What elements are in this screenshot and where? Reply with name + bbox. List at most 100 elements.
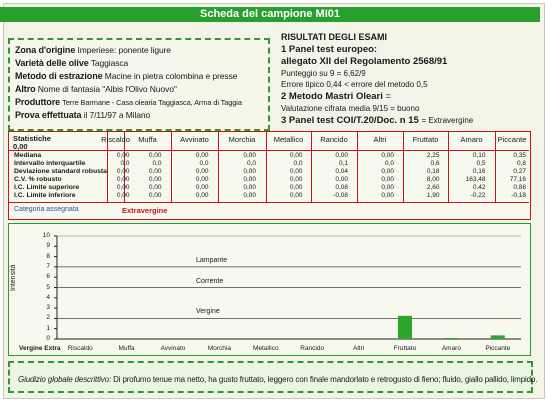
table-cell: 0,00 — [243, 168, 256, 175]
table-cell: 8,00 — [426, 176, 440, 183]
table-cell: 0,00 — [116, 168, 130, 175]
table-cell: 0,18 — [426, 168, 440, 175]
table-cell: 0,0 — [120, 160, 130, 167]
table-column-divider — [171, 131, 172, 202]
table-cell: 163,48 — [465, 176, 486, 183]
table-row-label: Intervallo interquartile — [14, 160, 86, 167]
table-row-divider — [9, 202, 529, 203]
table-row-label: Mediana — [14, 152, 42, 159]
errore-text: Errore tipico 0,44 < errore del metodo 0… — [281, 80, 428, 89]
table-row-label: I.C. Limite inferiore — [14, 192, 76, 199]
table-column-divider — [266, 131, 267, 202]
intensity-chart — [8, 223, 531, 356]
chart-y-tick-label: 5 — [46, 283, 50, 291]
origin-prova-value: il 7/11/97 a Milano — [83, 110, 151, 120]
origin-info-box: Zona d'origine Imperiese: ponente ligure… — [8, 38, 270, 131]
table-corner-label: Statistiche — [13, 134, 51, 143]
table-cell: -0,18 — [511, 192, 526, 199]
table-cell: 0,8 — [516, 160, 526, 167]
category-value: Extravergine — [122, 206, 168, 215]
verdict-box — [8, 361, 533, 393]
verdict-text: Di profumo tenue ma netto, ha gusto frut… — [113, 375, 538, 384]
table-cell: 0,5 — [476, 160, 486, 167]
table-column-divider — [218, 131, 219, 202]
table-column-divider — [107, 131, 108, 202]
origin-varieta-value: Taggiasca — [90, 58, 129, 68]
table-header-amaro: Amaro — [460, 135, 483, 144]
chart-x-tick-label: Riscaldo — [67, 345, 93, 352]
chart-y-tick-label: 2 — [46, 314, 50, 322]
table-header-altri: Altri — [373, 135, 387, 144]
table-cell: 0,00 — [195, 176, 209, 183]
metodo2-line: 2 Metodo Mastri Oleari = — [281, 91, 391, 102]
table-column-divider — [357, 131, 358, 202]
chart-band-label-lampante: Lampante — [196, 256, 228, 264]
chart-x-tick-label: Rancido — [300, 345, 325, 352]
panel3-title: 3 Panel test COI/T.20/Doc. n 15 — [281, 115, 419, 126]
table-cell: 0,00 — [116, 184, 130, 191]
table-cell: 0,0 — [246, 160, 256, 167]
table-cell: 0,00 — [289, 152, 303, 159]
metodo2-equals: = — [385, 91, 392, 102]
table-header-avvinato: Avvinato — [180, 135, 209, 144]
origin-metodo-value: Macine in pietra colombina e presse — [104, 71, 238, 81]
table-header-muffa: Muffa — [138, 135, 157, 144]
table-cell: 0,35 — [513, 152, 526, 159]
valutazione-text: Valutazione cifrata media 9/15 = buono — [281, 104, 420, 113]
table-cell: 0,00 — [116, 152, 130, 159]
chart-y-tick-label: 10 — [42, 232, 50, 239]
origin-metodo-label: Metodo di estrazione — [15, 71, 103, 81]
verdict-line: Giudizio globale descrittivo: Di profumo… — [18, 375, 537, 384]
table-cell: 0,00 — [243, 176, 256, 183]
chart-band-label-vergine-extra: Vergine Extra — [19, 345, 61, 352]
panel3-result: = Extravergine — [421, 116, 474, 125]
table-cell: 0,00 — [116, 176, 130, 183]
table-header-piccante: Piccante — [497, 135, 527, 144]
origin-produttore-label: Produttore — [15, 97, 60, 107]
origin-produttore-value: Terre Barmane - Casa olearia Taggiasca, … — [62, 98, 242, 107]
metodo2-title: 2 Metodo Mastri Oleari — [281, 91, 383, 102]
chart-x-tick-label: Metallico — [252, 345, 279, 352]
table-cell: 0,88 — [513, 184, 526, 191]
chart-band-label-vergine: Vergine — [196, 308, 220, 316]
chart-y-tick-label: 4 — [46, 293, 50, 301]
origin-varieta: Varietà delle olive Taggiasca — [15, 58, 128, 68]
page-title: Scheda del campione MI01 — [0, 7, 540, 22]
table-cell: 0,00 — [289, 192, 303, 199]
table-cell: 0,00 — [195, 168, 209, 175]
table-cell: 0,1 — [338, 160, 348, 167]
chart-y-tick-label: 1 — [46, 324, 50, 332]
table-cell: 0,0 — [152, 160, 162, 167]
table-row-label: I.C. Limite superiore — [14, 184, 80, 191]
table-cell: 0,00 — [243, 192, 256, 199]
table-row-label: Deviazione standard robusta — [14, 168, 107, 175]
table-row-label: C.V. % robusto — [14, 176, 62, 183]
statistics-table — [8, 131, 531, 220]
origin-altro-value: Nome di fantasia "Albis l'Olivo Nuovo" — [37, 84, 177, 94]
table-row-divider — [9, 150, 529, 151]
origin-varieta-label: Varietà delle olive — [15, 58, 89, 68]
chart-y-tick-label: 3 — [46, 304, 50, 312]
chart-y-tick-label: 0 — [46, 335, 50, 342]
chart-bar-piccante — [490, 335, 505, 339]
chart-bar-amaro — [444, 337, 459, 339]
table-header-morchia: Morchia — [228, 135, 256, 144]
table-cell: 0,00 — [289, 184, 303, 191]
table-header-metallico: Metallico — [273, 135, 304, 144]
table-cell: 0,00 — [381, 152, 394, 159]
table-cell: 0,0 — [293, 160, 303, 167]
chart-y-tick-label: 8 — [46, 252, 50, 260]
table-cell: 0,0 — [384, 160, 394, 167]
table-cell: 2,25 — [426, 152, 440, 159]
table-header-fruttato: Fruttato — [412, 135, 439, 144]
punteggio-text: Punteggio su 9 = 6,62/9 — [281, 69, 366, 78]
table-cell: 0,10 — [472, 152, 486, 159]
origin-zona: Zona d'origine Imperiese: ponente ligure — [15, 45, 171, 55]
table-cell: 0,00 — [335, 152, 348, 159]
table-cell: 0,42 — [472, 184, 486, 191]
chart-x-tick-label: Piccante — [485, 345, 511, 352]
chart-y-tick-label: 9 — [46, 242, 50, 250]
origin-metodo: Metodo di estrazione Macine in pietra co… — [15, 71, 237, 81]
chart-bar-fruttato — [398, 315, 412, 339]
origin-altro-label: Altro — [15, 84, 36, 94]
